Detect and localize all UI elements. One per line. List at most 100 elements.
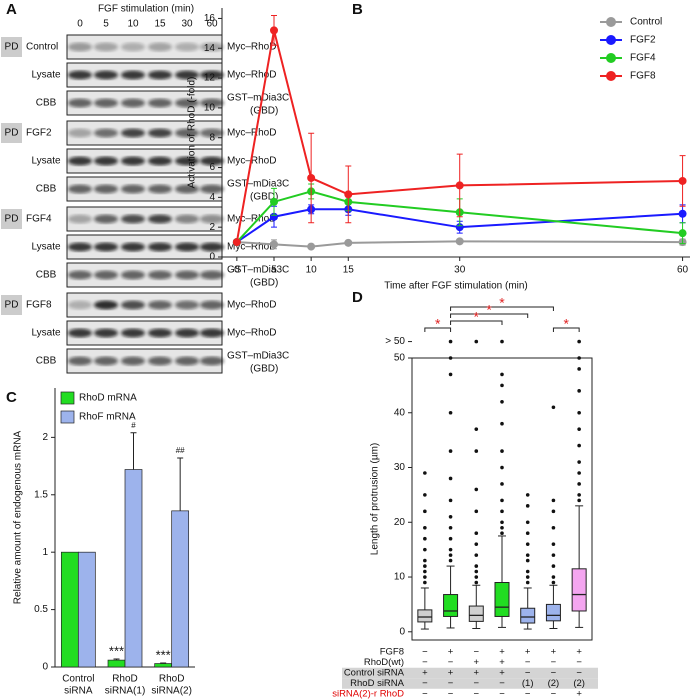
significance: *: [564, 316, 570, 332]
condition-level: (2): [548, 678, 560, 689]
condition-label: RhoD siRNA: [350, 678, 405, 689]
y-tick-label: 10: [204, 103, 216, 114]
blot-target: Myc–RhoD: [227, 70, 276, 81]
blot-band: [175, 70, 199, 80]
outlier: [500, 372, 504, 377]
outlier: [474, 449, 479, 453]
y-tick-label: 50: [394, 353, 406, 364]
pd-tag: PD: [5, 42, 19, 53]
y-tick-label: 0: [399, 626, 405, 637]
condition-label: siRNA(2)-r RhoD: [332, 689, 404, 700]
condition-level: +: [551, 647, 557, 658]
outlier: [423, 569, 427, 574]
outlier: [525, 569, 530, 574]
y-tick-label: 0: [42, 662, 48, 673]
row-label: Lysate: [31, 328, 61, 339]
row-shade: [342, 678, 598, 689]
bracket: [450, 320, 503, 325]
y-tick-label: 10: [394, 572, 406, 583]
outlier: [448, 410, 453, 415]
error-bar: [113, 658, 120, 661]
y-tick-label: 16: [204, 13, 216, 24]
blot-band: [94, 42, 118, 52]
condition-label: FGF8: [380, 647, 404, 658]
x-tick-label: 15: [343, 265, 355, 276]
panel-label: B: [352, 1, 363, 18]
outlier: [423, 558, 427, 563]
series-line: [236, 190, 683, 243]
y-tick-label: 0: [209, 252, 215, 263]
outlier: [551, 580, 556, 585]
condition-level: −: [474, 647, 480, 658]
outlier: [448, 339, 453, 344]
pd-tag: PD: [5, 128, 19, 139]
significance: ***: [109, 643, 124, 658]
blot-target: Myc–RhoD: [227, 300, 276, 311]
condition-level: −: [525, 668, 531, 679]
condition-label: RhoD(wt): [364, 657, 404, 668]
point: [270, 240, 278, 249]
outlier: [551, 542, 556, 546]
blot-band: [175, 300, 199, 310]
blot-band: [200, 156, 224, 166]
x-tick-label: Control: [62, 674, 94, 685]
blot-band: [200, 128, 224, 138]
blot-band: [200, 328, 224, 338]
significance: ##: [176, 446, 185, 455]
row-label: CBB: [36, 184, 57, 195]
box: [494, 582, 510, 617]
outlier: [577, 498, 581, 503]
blot-band: [175, 42, 199, 52]
outlier: [474, 564, 479, 568]
pd-name: FGF2: [26, 128, 52, 139]
point: [270, 26, 278, 35]
point: [344, 238, 353, 247]
blot-band: [148, 128, 172, 138]
blot-band: [121, 156, 145, 166]
legend-marker: [606, 17, 616, 27]
significance: ***: [156, 647, 171, 662]
point: [455, 181, 464, 190]
significance: *: [435, 316, 441, 332]
outlier: [525, 558, 530, 563]
blot-band: [148, 356, 172, 366]
blot-band: [94, 242, 118, 252]
pd-name: Control: [26, 42, 58, 53]
outlier: [500, 531, 504, 536]
y-axis-label: Activation of RhoD (-fold): [187, 77, 198, 189]
box: [520, 607, 536, 624]
pd-name: FGF4: [26, 214, 52, 225]
blot-band: [200, 184, 224, 194]
x-tick-label: siRNA(1): [105, 686, 146, 697]
outlier: [423, 580, 427, 585]
outlier: [551, 575, 556, 579]
outlier: [448, 356, 453, 360]
blot-band: [68, 270, 92, 280]
blot-band: [68, 184, 92, 194]
blot-target: GST–mDia3C: [227, 93, 289, 104]
blot-band: [175, 184, 199, 194]
blot-band: [68, 356, 92, 366]
y-tick-label: 12: [204, 73, 216, 84]
blot-band: [68, 128, 92, 138]
condition-level: +: [474, 668, 480, 679]
condition-level: +: [525, 647, 531, 658]
y-tick-label: 1: [42, 547, 48, 558]
condition-level: −: [474, 678, 480, 689]
point: [270, 212, 278, 221]
x-tick-label: 30: [454, 265, 466, 276]
series-line: [236, 240, 683, 248]
y-tick-label: > 50: [385, 336, 405, 347]
condition-level: −: [551, 668, 557, 679]
blot-band: [68, 242, 92, 252]
y-axis-label: Relative amount of endogenous mRNA: [13, 430, 24, 604]
significance: #: [131, 421, 136, 430]
blot-band: [68, 98, 92, 108]
outlier: [474, 553, 479, 557]
outlier: [551, 498, 556, 503]
outlier: [448, 372, 453, 377]
pd-tag-box: [1, 295, 22, 315]
legend-swatch: [60, 391, 75, 405]
condition-level: +: [448, 647, 454, 658]
